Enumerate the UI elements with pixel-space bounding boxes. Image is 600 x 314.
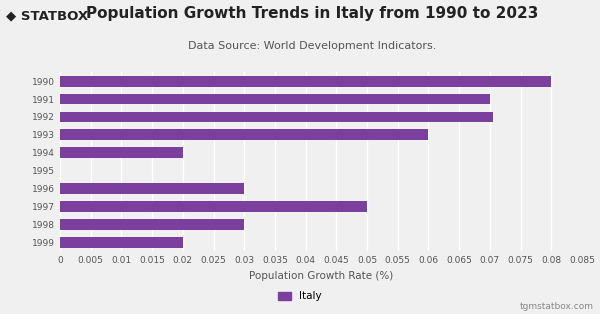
Text: Population Growth Trends in Italy from 1990 to 2023: Population Growth Trends in Italy from 1… bbox=[86, 6, 538, 21]
Bar bbox=[60, 183, 244, 194]
Legend: Italy: Italy bbox=[274, 287, 326, 306]
Bar bbox=[60, 76, 551, 87]
Text: ◆ STATBOX: ◆ STATBOX bbox=[6, 9, 88, 22]
Bar bbox=[60, 237, 183, 248]
Bar bbox=[60, 111, 493, 122]
X-axis label: Population Growth Rate (%): Population Growth Rate (%) bbox=[249, 271, 393, 281]
Bar bbox=[60, 94, 490, 105]
Text: Data Source: World Development Indicators.: Data Source: World Development Indicator… bbox=[188, 41, 436, 51]
Bar bbox=[60, 147, 183, 158]
Text: tgmstatbox.com: tgmstatbox.com bbox=[520, 302, 594, 311]
Bar bbox=[60, 219, 244, 230]
Bar bbox=[60, 201, 367, 212]
Bar bbox=[60, 129, 428, 140]
